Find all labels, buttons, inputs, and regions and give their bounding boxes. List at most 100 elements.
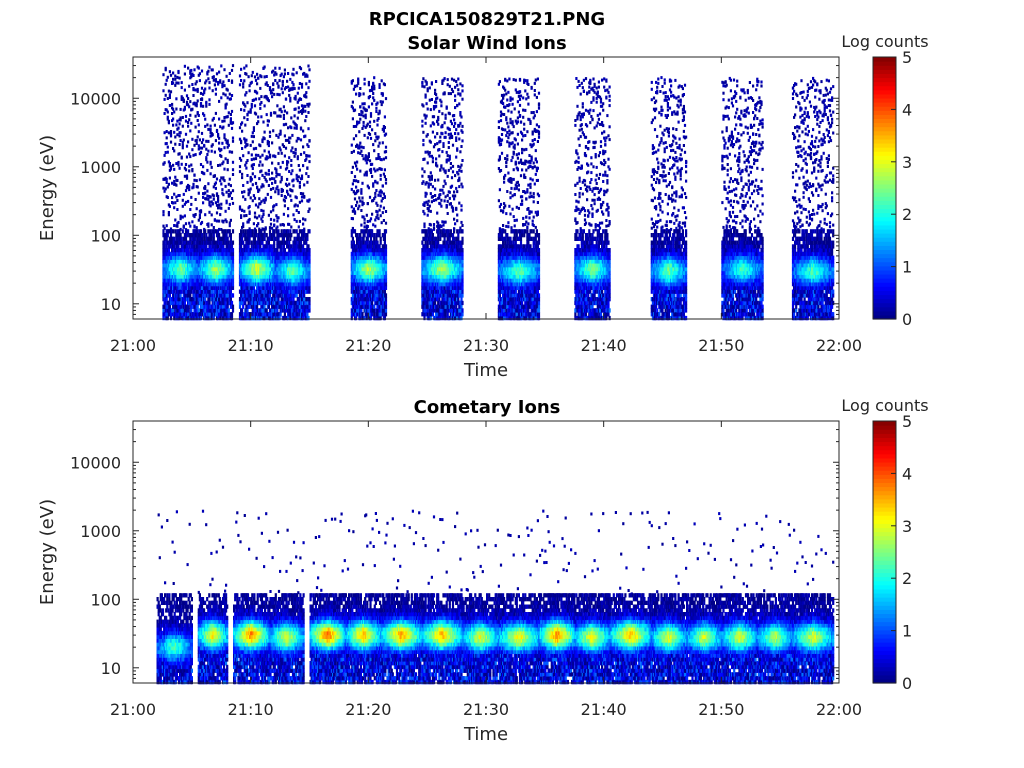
heatmap-cell	[225, 229, 227, 233]
heatmap-cell	[351, 316, 353, 320]
heatmap-cell	[302, 217, 304, 220]
heatmap-cell	[298, 211, 300, 214]
heatmap-cell	[162, 316, 164, 320]
heatmap-cell	[300, 244, 302, 248]
heatmap-cell	[254, 175, 256, 178]
heatmap-cell	[185, 222, 187, 225]
heatmap-cell	[172, 229, 174, 233]
heatmap-cell	[421, 85, 423, 88]
heatmap-cell	[168, 241, 170, 245]
heatmap-cell	[176, 308, 178, 312]
heatmap-cell	[166, 244, 168, 248]
heatmap-cell	[298, 233, 300, 237]
heatmap-cell	[292, 213, 294, 216]
heatmap-cell	[214, 174, 216, 177]
heatmap-cell	[304, 135, 306, 138]
heatmap-cell	[421, 312, 423, 316]
heatmap-cell	[266, 180, 268, 183]
heatmap-cell	[254, 104, 256, 107]
heatmap-cell	[190, 75, 192, 78]
heatmap-cell	[193, 244, 195, 248]
heatmap-cell	[173, 168, 175, 171]
heatmap-cell	[169, 293, 171, 297]
heatmap-cell	[201, 221, 203, 224]
heatmap-cell	[261, 241, 263, 245]
heatmap-cell	[210, 125, 212, 128]
heatmap-cell	[172, 82, 174, 85]
heatmap-cell	[301, 196, 303, 199]
heatmap-cell	[423, 223, 425, 226]
heatmap-cell	[277, 237, 279, 241]
heatmap-cell	[364, 301, 366, 305]
heatmap-cell	[385, 210, 387, 213]
heatmap-cell	[268, 99, 270, 102]
heatmap-cell	[170, 316, 172, 320]
heatmap-cell	[308, 308, 310, 312]
heatmap-cell	[260, 200, 262, 203]
heatmap-cell	[366, 214, 368, 217]
heatmap-cell	[251, 103, 253, 106]
heatmap-cell	[308, 297, 310, 301]
heatmap-cell	[270, 218, 272, 221]
heatmap-cell	[240, 79, 242, 82]
heatmap-cell	[286, 111, 288, 114]
heatmap-cell	[201, 70, 203, 73]
heatmap-cell	[252, 172, 254, 175]
heatmap-cell	[211, 213, 213, 216]
heatmap-cell	[286, 178, 288, 181]
heatmap-cell	[272, 209, 274, 212]
heatmap-cell	[276, 173, 278, 176]
heatmap-cell	[184, 175, 186, 178]
heatmap-cell	[197, 135, 199, 138]
heatmap-cell	[384, 195, 386, 198]
heatmap-cell	[211, 237, 213, 241]
heatmap-cell	[253, 147, 255, 150]
heatmap-cell	[210, 196, 212, 199]
heatmap-cell	[221, 229, 223, 233]
heatmap-cell	[211, 316, 213, 320]
heatmap-cell	[308, 267, 310, 271]
heatmap-cell	[246, 159, 248, 162]
heatmap-cell	[166, 130, 168, 133]
heatmap-cell	[170, 130, 172, 133]
heatmap-cell	[227, 159, 229, 162]
heatmap-cell	[167, 146, 169, 149]
heatmap-cell	[184, 73, 186, 76]
heatmap-cell	[281, 110, 283, 113]
heatmap-cell	[271, 248, 273, 252]
heatmap-cell	[253, 135, 255, 138]
heatmap-cell	[264, 75, 266, 78]
heatmap-cell	[167, 151, 169, 154]
heatmap-cell	[266, 308, 268, 312]
heatmap-cell	[192, 154, 194, 157]
heatmap-cell	[284, 134, 286, 137]
heatmap-cell	[369, 121, 371, 124]
heatmap-cell	[289, 237, 291, 241]
heatmap-cell	[176, 76, 178, 79]
heatmap-cell	[357, 297, 359, 301]
heatmap-cell	[200, 301, 202, 305]
heatmap-cell	[241, 147, 243, 150]
heatmap-cell	[273, 219, 275, 222]
heatmap-cell	[264, 237, 266, 241]
heatmap-cell	[198, 219, 200, 222]
heatmap-cell	[208, 297, 210, 301]
heatmap-cell	[294, 114, 296, 117]
heatmap-cell	[382, 290, 384, 294]
heatmap-cell	[303, 297, 305, 301]
heatmap-cell	[242, 241, 244, 245]
heatmap-cell	[356, 144, 358, 147]
heatmap-cell	[169, 305, 171, 309]
heatmap-cell	[218, 297, 220, 301]
heatmap-cell	[306, 233, 308, 237]
heatmap-cell	[230, 184, 232, 187]
heatmap-cell	[269, 154, 271, 157]
heatmap-cell	[191, 220, 193, 223]
heatmap-cell	[196, 80, 198, 83]
heatmap-cell	[166, 178, 168, 181]
heatmap-cell	[242, 225, 244, 228]
heatmap-cell	[188, 165, 190, 168]
heatmap-cell	[377, 217, 379, 220]
heatmap-cell	[297, 316, 299, 320]
